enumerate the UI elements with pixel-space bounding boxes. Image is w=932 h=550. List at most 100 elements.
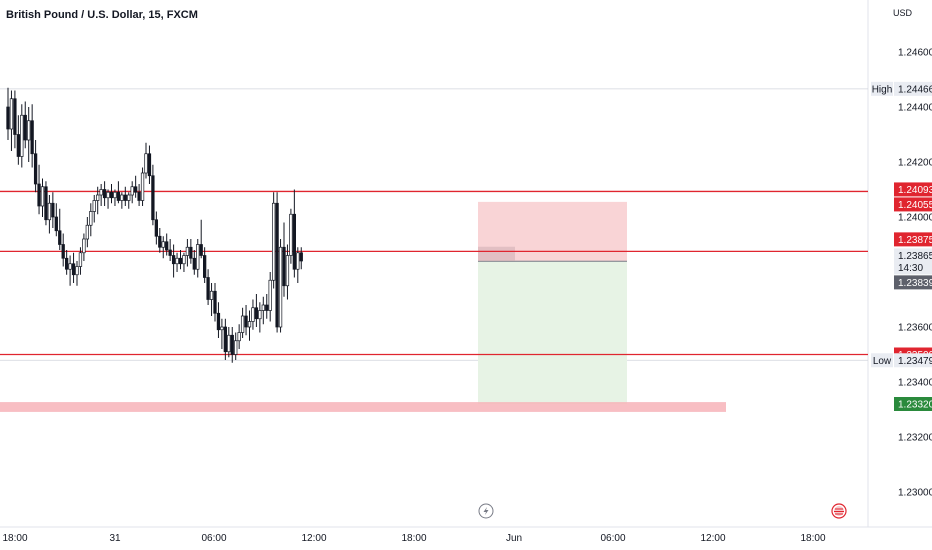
take-profit-zone[interactable] <box>478 261 627 404</box>
candle <box>127 192 131 209</box>
svg-text:1.24055: 1.24055 <box>898 200 932 211</box>
candle <box>151 164 155 226</box>
candle <box>175 252 179 272</box>
candle <box>106 189 110 209</box>
time-tick-label: 18:00 <box>401 533 426 544</box>
chart-title: British Pound / U.S. Dollar, 15, FXCM <box>6 9 198 21</box>
candle <box>75 261 79 286</box>
candle <box>261 296 265 325</box>
candle <box>51 192 55 228</box>
candle <box>185 239 190 267</box>
candle <box>189 239 193 264</box>
candle <box>40 178 45 217</box>
price-tick-label: 1.23000 <box>898 488 932 499</box>
price-tick-label: 1.23200 <box>898 433 932 444</box>
candle <box>165 233 169 256</box>
lightning-icon[interactable] <box>478 503 494 519</box>
candle <box>71 252 76 283</box>
price-tag-level: 1.24055 <box>894 197 932 212</box>
candle <box>144 142 148 179</box>
candle <box>213 283 217 322</box>
candle <box>89 203 93 237</box>
candle <box>120 192 124 209</box>
candle <box>247 310 252 341</box>
candle <box>254 294 259 327</box>
candle <box>68 255 72 286</box>
time-axis[interactable]: 18:00 31 06:00 12:00 18:00 Jun 06:00 12:00 18:00 <box>2 533 825 544</box>
position-zones[interactable] <box>0 201 726 412</box>
candle <box>278 239 283 333</box>
price-axis[interactable]: 1.24600 1.24400 1.24200 1.24000 1.23600 1.234… <box>898 48 932 499</box>
candle <box>9 90 14 151</box>
candle <box>168 239 172 261</box>
candle <box>140 167 145 206</box>
position-label-box[interactable] <box>478 246 515 261</box>
candle <box>109 184 114 204</box>
price-tick-label: 1.24200 <box>898 158 932 169</box>
time-tick-label: 31 <box>109 533 121 544</box>
candle <box>289 208 293 264</box>
price-tag-level: 1.24093 <box>894 182 932 197</box>
candle <box>99 184 103 206</box>
candle <box>54 203 58 237</box>
candle <box>102 181 107 206</box>
candle <box>244 305 248 336</box>
candle <box>272 192 276 289</box>
candle <box>282 222 286 297</box>
candle <box>137 184 141 206</box>
candle <box>30 104 34 168</box>
price-tag-target: 1.23320 <box>894 397 932 411</box>
time-tick-label: Jun <box>506 533 522 544</box>
candle <box>285 244 290 300</box>
price-tag-current: 1.23839 <box>894 275 932 290</box>
currency-label: USD <box>892 8 912 18</box>
candle <box>64 250 69 275</box>
candle <box>171 244 176 278</box>
candle <box>23 101 27 149</box>
candle <box>234 332 238 360</box>
price-tags: 1.24466High1.240931.240551.238751.238651… <box>871 81 932 411</box>
candle <box>58 208 62 250</box>
svg-text:1.23865: 1.23865 <box>898 251 932 262</box>
candle <box>78 247 83 275</box>
time-tick-label: 06:00 <box>201 533 226 544</box>
candle <box>16 115 20 165</box>
candle <box>20 104 24 168</box>
candle <box>92 195 96 223</box>
candle <box>37 164 41 215</box>
candle <box>237 324 241 349</box>
time-tick-label: 18:00 <box>800 533 825 544</box>
candle <box>240 307 245 338</box>
time-tick-label: 06:00 <box>600 533 625 544</box>
candle <box>258 302 262 333</box>
candle <box>223 318 228 360</box>
candle <box>209 283 214 316</box>
svg-text:1.24466: 1.24466 <box>898 84 932 95</box>
svg-text:1.23479: 1.23479 <box>898 356 932 367</box>
candle <box>182 252 186 272</box>
candle <box>6 87 10 140</box>
support-band[interactable] <box>0 402 726 412</box>
candle <box>251 299 255 330</box>
candle <box>13 90 17 149</box>
time-tick-label: 12:00 <box>700 533 725 544</box>
candle <box>220 318 224 349</box>
us-flag-icon[interactable] <box>831 503 847 519</box>
candle <box>230 327 234 363</box>
candle <box>47 195 52 234</box>
candle <box>227 327 231 358</box>
candles <box>6 87 303 363</box>
price-tag-level: 1.23875 <box>894 232 932 247</box>
candle <box>178 250 183 270</box>
horizontal-levels[interactable] <box>0 190 868 356</box>
price-tick-label: 1.23600 <box>898 323 932 334</box>
svg-text:1.24093: 1.24093 <box>898 185 932 196</box>
candle <box>61 233 65 267</box>
candle <box>206 269 210 305</box>
candle <box>192 250 196 275</box>
price-tick-label: 1.24600 <box>898 48 932 59</box>
price-tick-label: 1.24000 <box>898 213 932 224</box>
candle <box>96 186 100 215</box>
